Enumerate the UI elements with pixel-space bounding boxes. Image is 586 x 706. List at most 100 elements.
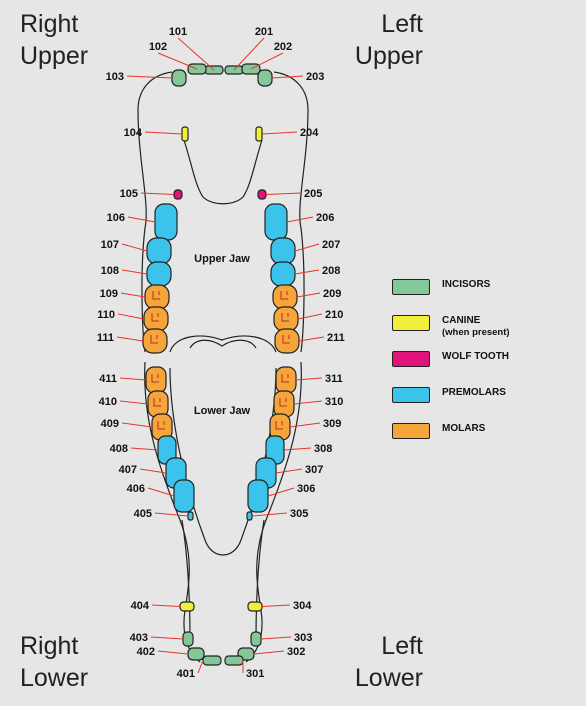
tooth-111: [142, 328, 168, 354]
leader-line-307: [275, 468, 303, 474]
leader-line-106: [127, 216, 156, 223]
tooth-label-411: 411: [99, 373, 117, 385]
tooth-204: [255, 126, 263, 142]
leader-line-101: [177, 37, 215, 71]
tooth-label-305: 305: [290, 508, 308, 520]
leader-line-211: [298, 336, 325, 342]
right-lower-title: Right Lower: [20, 632, 89, 692]
tooth-label-408: 408: [110, 443, 128, 455]
leader-line-402: [157, 650, 189, 655]
tooth-411: [145, 366, 167, 394]
leader-line-304: [261, 604, 291, 607]
tooth-108: [146, 261, 172, 287]
leader-line-205: [265, 192, 302, 195]
tooth-label-310: 310: [325, 396, 343, 408]
tooth-label-103: 103: [106, 71, 124, 83]
tooth-label-303: 303: [294, 632, 312, 644]
tooth-label-111: 111: [97, 332, 114, 344]
leader-line-110: [117, 313, 145, 320]
tooth-detail-411: [151, 374, 159, 383]
tooth-303: [250, 631, 262, 647]
tooth-104: [181, 126, 189, 142]
tooth-106: [154, 203, 178, 241]
leader-line-201: [233, 37, 265, 71]
tooth-label-208: 208: [322, 265, 340, 277]
tooth-103: [171, 69, 187, 87]
left-lower-title: Left Lower: [354, 632, 423, 692]
tooth-306: [247, 479, 269, 513]
left-upper-title: Left Upper: [354, 10, 423, 70]
tooth-label-105: 105: [120, 188, 138, 200]
legend-label: CANINE: [442, 315, 481, 326]
tooth-206: [264, 203, 288, 241]
tooth-label-207: 207: [322, 239, 340, 251]
canine-swatch: [392, 315, 430, 331]
leader-line-401: [197, 660, 204, 674]
leader-line-310: [293, 400, 323, 405]
tooth-label-210: 210: [325, 309, 343, 321]
leader-line-203: [271, 75, 304, 79]
leader-line-411: [119, 377, 147, 381]
leader-line-406: [147, 487, 175, 497]
tooth-label-109: 109: [100, 288, 118, 300]
leader-line-302: [253, 650, 285, 655]
tooth-label-204: 204: [300, 127, 319, 139]
tooth-301: [224, 655, 244, 666]
tooth-label-309: 309: [323, 418, 341, 430]
leader-line-303: [260, 636, 292, 640]
tooth-label-401: 401: [177, 668, 195, 680]
incisors-swatch: [392, 279, 430, 295]
tooth-detail-210: [281, 313, 289, 322]
tooth-107: [146, 237, 172, 265]
jaw-outline: [137, 71, 309, 663]
tooth-detail-311: [281, 374, 289, 383]
leader-line-102: [157, 52, 198, 70]
leader-line-108: [121, 269, 148, 275]
leader-line-311: [295, 377, 323, 381]
tooth-203: [257, 69, 273, 87]
tooth-label-108: 108: [101, 265, 119, 277]
legend-label: MOLARS: [442, 423, 486, 434]
tooth-label-110: 110: [97, 309, 115, 321]
tooth-label-203: 203: [306, 71, 324, 83]
tooth-label-302: 302: [287, 646, 305, 658]
tooth-detail-309: [275, 421, 283, 430]
tooth-311: [275, 366, 297, 394]
tooth-label-304: 304: [293, 600, 312, 612]
tooth-label-307: 307: [305, 464, 323, 476]
leader-line-111: [116, 336, 144, 342]
legend-label: WOLF TOOTH: [442, 351, 510, 362]
legend-item-canine: CANINE (when present): [392, 313, 582, 343]
leader-line-107: [121, 243, 148, 252]
tooth-label-106: 106: [107, 212, 125, 224]
leader-line-306: [267, 487, 295, 497]
leader-line-410: [119, 400, 149, 405]
tooth-label-301: 301: [246, 668, 264, 680]
tooth-105: [173, 189, 183, 200]
tooth-403: [182, 631, 194, 647]
legend-item-premolars: PREMOLARS: [392, 385, 582, 415]
tooth-109: [144, 284, 170, 310]
leader-line-403: [150, 636, 184, 640]
leader-line-209: [296, 292, 321, 298]
tooth-label-407: 407: [119, 464, 137, 476]
leader-line-309: [289, 422, 321, 428]
upper-jaw-label: Upper Jaw: [194, 253, 250, 265]
tooth-label-403: 403: [130, 632, 148, 644]
tooth-410: [147, 390, 169, 418]
tooth-label-101: 101: [169, 26, 187, 38]
tooth-detail-110: [151, 313, 159, 322]
tooth-label-306: 306: [297, 483, 315, 495]
tooth-207: [270, 237, 296, 265]
tooth-405: [187, 511, 194, 521]
tooth-210: [273, 306, 299, 332]
tooth-304: [247, 601, 263, 612]
tooth-label-104: 104: [124, 127, 143, 139]
leader-line-208: [294, 269, 320, 275]
tooth-detail-409: [157, 421, 165, 430]
tooth-detail-211: [282, 335, 290, 344]
tooth-402: [187, 647, 205, 661]
leader-line-207: [294, 243, 320, 252]
tooth-label-404: 404: [131, 600, 150, 612]
